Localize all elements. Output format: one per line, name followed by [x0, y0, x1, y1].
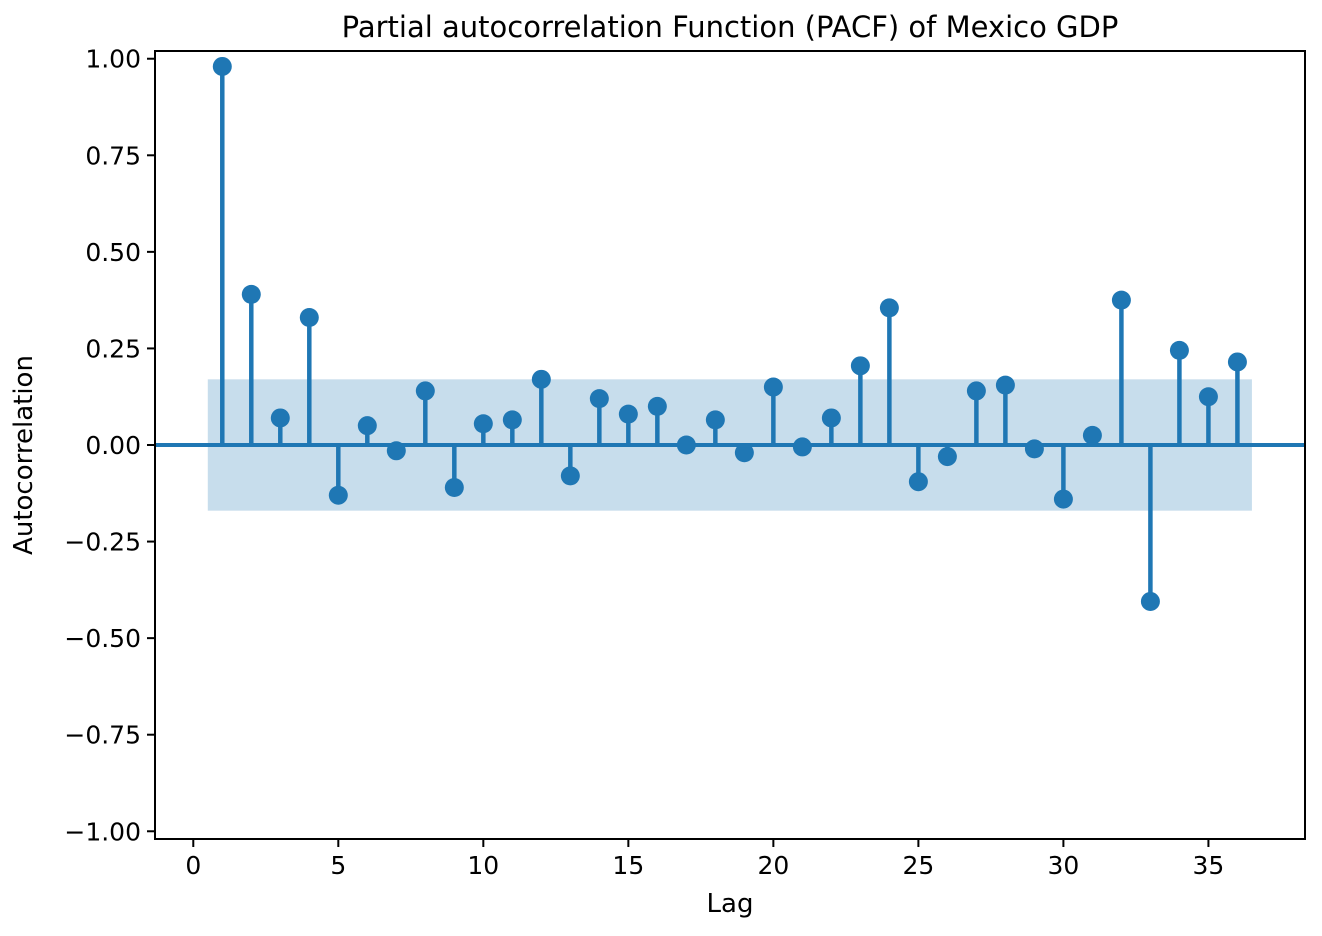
stem-marker-lag-32 — [1111, 290, 1131, 310]
x-tick-label-15: 15 — [612, 851, 644, 880]
stem-marker-lag-31 — [1082, 425, 1102, 445]
stem-marker-lag-29 — [1024, 439, 1044, 459]
stem-marker-lag-30 — [1053, 489, 1073, 509]
y-tick-label-0.00: 0.00 — [85, 431, 141, 460]
y-tick-label-0.25: 0.25 — [85, 334, 141, 363]
stem-marker-lag-21 — [792, 437, 812, 457]
stem-marker-lag-8 — [415, 381, 435, 401]
stem-marker-lag-36 — [1227, 352, 1247, 372]
y-tick-label-−0.75: −0.75 — [64, 721, 141, 750]
y-tick-label-−1.00: −1.00 — [64, 817, 141, 846]
y-tick-label-−0.50: −0.50 — [64, 624, 141, 653]
stem-marker-lag-28 — [995, 375, 1015, 395]
stem-marker-lag-19 — [734, 443, 754, 463]
x-tick-label-20: 20 — [757, 851, 789, 880]
stem-marker-lag-12 — [531, 369, 551, 389]
stem-marker-lag-26 — [937, 447, 957, 467]
x-tick-label-10: 10 — [467, 851, 499, 880]
stem-marker-lag-11 — [502, 410, 522, 430]
stem-marker-lag-16 — [647, 396, 667, 416]
stem-marker-lag-7 — [386, 441, 406, 461]
stem-marker-lag-13 — [560, 466, 580, 486]
stem-marker-lag-4 — [299, 308, 319, 328]
chart-title: Partial autocorrelation Function (PACF) … — [341, 10, 1119, 44]
stem-marker-lag-5 — [328, 485, 348, 505]
y-tick-label-1.00: 1.00 — [85, 45, 141, 74]
x-tick-label-0: 0 — [185, 851, 201, 880]
stem-marker-lag-1 — [212, 56, 232, 76]
stem-marker-lag-22 — [821, 408, 841, 428]
stem-marker-lag-27 — [966, 381, 986, 401]
stem-marker-lag-20 — [763, 377, 783, 397]
stem-marker-lag-33 — [1140, 591, 1160, 611]
x-tick-label-5: 5 — [330, 851, 346, 880]
stem-marker-lag-9 — [444, 477, 464, 497]
stem-marker-lag-23 — [850, 356, 870, 376]
stem-marker-lag-34 — [1169, 340, 1189, 360]
stem-marker-lag-15 — [618, 404, 638, 424]
y-tick-label-0.50: 0.50 — [85, 238, 141, 267]
stem-marker-lag-35 — [1198, 387, 1218, 407]
stem-marker-lag-17 — [676, 435, 696, 455]
x-tick-label-35: 35 — [1193, 851, 1225, 880]
stem-marker-lag-10 — [473, 414, 493, 434]
stem-marker-lag-14 — [589, 389, 609, 409]
stem-marker-lag-24 — [879, 298, 899, 318]
x-axis-label: Lag — [706, 889, 754, 919]
stem-marker-lag-2 — [241, 284, 261, 304]
x-tick-label-25: 25 — [902, 851, 934, 880]
y-tick-label-0.75: 0.75 — [85, 141, 141, 170]
stem-marker-lag-6 — [357, 416, 377, 436]
y-tick-label-−0.25: −0.25 — [64, 528, 141, 557]
x-tick-label-30: 30 — [1047, 851, 1079, 880]
stem-marker-lag-18 — [705, 410, 725, 430]
stem-marker-lag-3 — [270, 408, 290, 428]
stem-marker-lag-25 — [908, 472, 928, 492]
